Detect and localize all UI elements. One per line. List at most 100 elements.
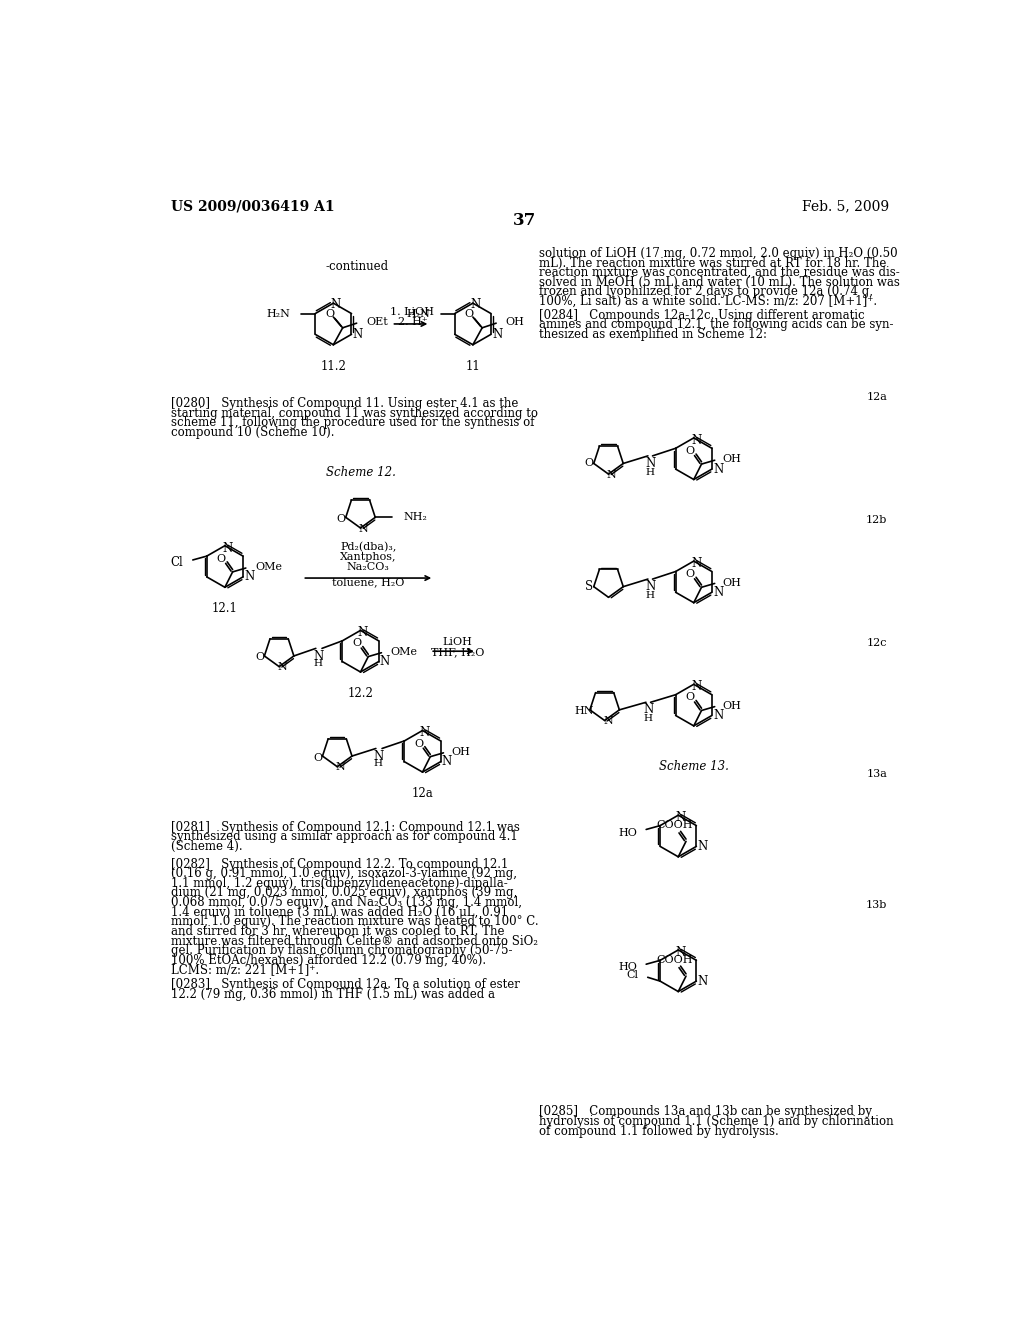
Text: N: N: [603, 717, 613, 726]
Text: H: H: [644, 714, 652, 723]
Text: 100% EtOAc/hexanes) afforded 12.2 (0.79 mg, 40%).: 100% EtOAc/hexanes) afforded 12.2 (0.79 …: [171, 954, 485, 966]
Text: 12a: 12a: [866, 392, 888, 403]
Text: NH₂: NH₂: [403, 512, 427, 523]
Text: of compound 1.1 followed by hydrolysis.: of compound 1.1 followed by hydrolysis.: [539, 1125, 778, 1138]
Text: synthesized using a similar approach as for compound 4.1: synthesized using a similar approach as …: [171, 830, 517, 843]
Text: 12c: 12c: [867, 639, 888, 648]
Text: 11.2: 11.2: [321, 360, 346, 372]
Text: -continued: -continued: [325, 260, 388, 273]
Text: 12.1: 12.1: [212, 602, 238, 615]
Text: (Scheme 4).: (Scheme 4).: [171, 840, 243, 853]
Text: N: N: [331, 298, 341, 312]
Text: Cl: Cl: [171, 556, 183, 569]
Text: solution of LiOH (17 mg, 0.72 mmol, 2.0 equiv) in H₂O (0.50: solution of LiOH (17 mg, 0.72 mmol, 2.0 …: [539, 247, 897, 260]
Text: 1.4 equiv) in toluene (3 mL) was added H₂O (16 μL, 0.91: 1.4 equiv) in toluene (3 mL) was added H…: [171, 906, 508, 919]
Text: 100%, Li salt) as a white solid. LC-MS: m/z: 207 [M+1]⁺.: 100%, Li salt) as a white solid. LC-MS: …: [539, 296, 877, 308]
Text: 0.068 mmol, 0.075 equiv), and Na₂CO₃ (133 mg, 1.4 mmol,: 0.068 mmol, 0.075 equiv), and Na₂CO₃ (13…: [171, 896, 521, 909]
Text: H: H: [646, 591, 654, 599]
Text: [0283]   Synthesis of Compound 12a. To a solution of ester: [0283] Synthesis of Compound 12a. To a s…: [171, 978, 519, 991]
Text: OH: OH: [506, 317, 524, 326]
Text: OH: OH: [722, 701, 741, 711]
Text: N: N: [380, 655, 390, 668]
Text: N: N: [313, 649, 324, 663]
Text: OMe: OMe: [255, 562, 282, 573]
Text: hydrolysis of compound 1.1 (Scheme 1) and by chlorination: hydrolysis of compound 1.1 (Scheme 1) an…: [539, 1115, 893, 1129]
Text: 12.2: 12.2: [347, 686, 374, 700]
Text: solved in MeOH (5 mL) and water (10 mL). The solution was: solved in MeOH (5 mL) and water (10 mL).…: [539, 276, 900, 289]
Text: Cl: Cl: [627, 970, 638, 979]
Text: N: N: [352, 327, 362, 341]
Text: LCMS: m/z: 221 [M+1]⁺.: LCMS: m/z: 221 [M+1]⁺.: [171, 964, 318, 977]
Text: N: N: [713, 462, 723, 475]
Text: 12.2 (79 mg, 0.36 mmol) in THF (1.5 mL) was added a: 12.2 (79 mg, 0.36 mmol) in THF (1.5 mL) …: [171, 989, 495, 1001]
Text: 12b: 12b: [866, 515, 888, 525]
Text: O: O: [352, 639, 361, 648]
Text: N: N: [643, 704, 653, 717]
Text: THF, H₂O: THF, H₂O: [431, 647, 484, 657]
Text: N: N: [420, 726, 430, 739]
Text: US 2009/0036419 A1: US 2009/0036419 A1: [171, 199, 334, 213]
Text: 1. LiOH: 1. LiOH: [390, 308, 434, 317]
Text: starting material, compound 11 was synthesized according to: starting material, compound 11 was synth…: [171, 407, 538, 420]
Text: N: N: [691, 680, 701, 693]
Text: N: N: [676, 810, 686, 824]
Text: (0.16 g, 0.91 mmol, 1.0 equiv), isoxazol-3-ylamine (92 mg,: (0.16 g, 0.91 mmol, 1.0 equiv), isoxazol…: [171, 867, 517, 880]
Text: O: O: [585, 458, 594, 469]
Text: mL). The reaction mixture was stirred at RT for 18 hr. The: mL). The reaction mixture was stirred at…: [539, 256, 886, 269]
Text: COOH: COOH: [656, 954, 692, 965]
Text: Feb. 5, 2009: Feb. 5, 2009: [802, 199, 890, 213]
Text: [0281]   Synthesis of Compound 12.1: Compound 12.1 was: [0281] Synthesis of Compound 12.1: Compo…: [171, 821, 519, 834]
Text: mixture was filtered through Celite® and adsorbed onto SiO₂: mixture was filtered through Celite® and…: [171, 935, 538, 948]
Text: N: N: [358, 524, 369, 533]
Text: OH: OH: [722, 578, 741, 587]
Text: LiOH: LiOH: [442, 638, 472, 647]
Text: OH: OH: [452, 747, 470, 758]
Text: H₂N: H₂N: [407, 309, 430, 318]
Text: N: N: [470, 298, 480, 312]
Text: 37: 37: [513, 211, 537, 228]
Text: gel. Purification by flash column chromatography (50-75-: gel. Purification by flash column chroma…: [171, 944, 512, 957]
Text: amines and compound 12.1, the following acids can be syn-: amines and compound 12.1, the following …: [539, 318, 893, 331]
Text: N: N: [244, 570, 254, 583]
Text: S: S: [585, 581, 593, 593]
Text: HO: HO: [618, 828, 637, 837]
Text: H: H: [374, 759, 383, 768]
Text: [0285]   Compounds 13a and 13b can be synthesized by: [0285] Compounds 13a and 13b can be synt…: [539, 1106, 871, 1118]
Text: H: H: [313, 659, 323, 668]
Text: O: O: [414, 739, 423, 748]
Text: N: N: [713, 709, 723, 722]
Text: O: O: [216, 554, 225, 564]
Text: scheme 11, following the procedure used for the synthesis of: scheme 11, following the procedure used …: [171, 416, 535, 429]
Text: 2. H⁺: 2. H⁺: [397, 317, 427, 326]
Text: N: N: [645, 457, 655, 470]
Text: thesized as exemplified in Scheme 12:: thesized as exemplified in Scheme 12:: [539, 327, 767, 341]
Text: 12a: 12a: [412, 787, 433, 800]
Text: mmol, 1.0 equiv). The reaction mixture was heated to 100° C.: mmol, 1.0 equiv). The reaction mixture w…: [171, 915, 539, 928]
Text: H₂N: H₂N: [266, 309, 291, 318]
Text: OEt: OEt: [366, 317, 388, 326]
Text: compound 10 (Scheme 10).: compound 10 (Scheme 10).: [171, 426, 334, 440]
Text: O: O: [313, 752, 323, 763]
Text: N: N: [691, 434, 701, 446]
Text: [0280]   Synthesis of Compound 11. Using ester 4.1 as the: [0280] Synthesis of Compound 11. Using e…: [171, 397, 518, 411]
Text: N: N: [691, 557, 701, 570]
Text: O: O: [337, 513, 346, 524]
Text: N: N: [607, 470, 616, 480]
Text: O: O: [325, 309, 334, 319]
Text: Scheme 13.: Scheme 13.: [658, 760, 729, 774]
Text: 13a: 13a: [866, 770, 888, 779]
Text: dium (21 mg, 0.023 mmol, 0.025 equiv), xantphos (39 mg,: dium (21 mg, 0.023 mmol, 0.025 equiv), x…: [171, 887, 517, 899]
Text: H: H: [646, 467, 654, 477]
Text: N: N: [713, 586, 723, 599]
Text: 1.1 mmol, 1.2 equiv), tris(dibenzylideneacetone)-dipalla-: 1.1 mmol, 1.2 equiv), tris(dibenzylidene…: [171, 876, 507, 890]
Text: 13b: 13b: [866, 900, 888, 911]
Text: COOH: COOH: [656, 820, 692, 830]
Text: N: N: [278, 663, 287, 672]
Text: O: O: [255, 652, 264, 663]
Text: O: O: [685, 569, 694, 579]
Text: and stirred for 3 hr, whereupon it was cooled to RT. The: and stirred for 3 hr, whereupon it was c…: [171, 925, 504, 939]
Text: N: N: [357, 626, 368, 639]
Text: N: N: [336, 763, 345, 772]
Text: 11: 11: [466, 360, 480, 372]
Text: Scheme 12.: Scheme 12.: [326, 466, 395, 479]
